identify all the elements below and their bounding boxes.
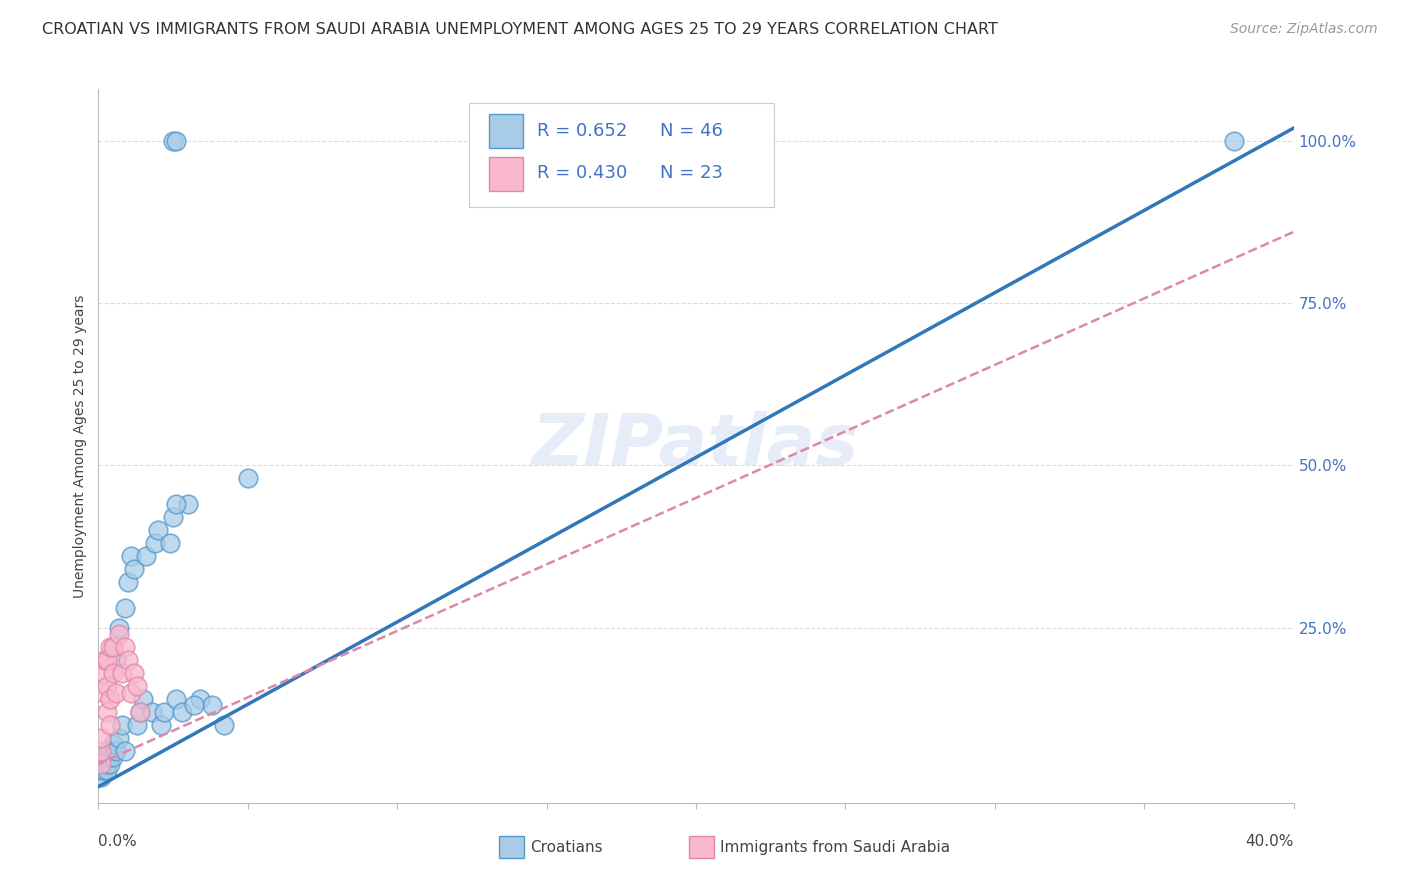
Point	[93, 764, 115, 778]
Point	[120, 685, 142, 699]
Point	[114, 744, 136, 758]
Point	[236, 471, 259, 485]
Point	[103, 750, 125, 764]
Point	[105, 744, 128, 758]
Point	[143, 536, 166, 550]
Point	[132, 692, 155, 706]
Text: N = 46: N = 46	[661, 121, 723, 139]
Point	[117, 575, 139, 590]
Point	[135, 549, 157, 564]
Point	[105, 685, 128, 699]
Point	[108, 621, 131, 635]
Point	[103, 738, 125, 752]
Text: Croatians: Croatians	[530, 840, 603, 855]
Text: N = 23: N = 23	[661, 164, 723, 182]
Point	[120, 549, 142, 564]
Point	[162, 134, 184, 148]
Point	[153, 705, 176, 719]
Point	[90, 770, 112, 784]
Point	[100, 718, 122, 732]
FancyBboxPatch shape	[470, 103, 773, 207]
Point	[111, 718, 134, 732]
Text: CROATIAN VS IMMIGRANTS FROM SAUDI ARABIA UNEMPLOYMENT AMONG AGES 25 TO 29 YEARS : CROATIAN VS IMMIGRANTS FROM SAUDI ARABIA…	[42, 22, 998, 37]
Text: 40.0%: 40.0%	[1246, 834, 1294, 849]
Point	[96, 750, 118, 764]
Bar	[489, 157, 523, 191]
Point	[201, 698, 224, 713]
Text: Immigrants from Saudi Arabia: Immigrants from Saudi Arabia	[720, 840, 950, 855]
Point	[172, 705, 194, 719]
Point	[1223, 134, 1246, 148]
Point	[212, 718, 235, 732]
Y-axis label: Unemployment Among Ages 25 to 29 years: Unemployment Among Ages 25 to 29 years	[73, 294, 87, 598]
Point	[93, 666, 115, 681]
Point	[90, 744, 112, 758]
Point	[90, 756, 112, 771]
Point	[105, 653, 128, 667]
Point	[165, 692, 187, 706]
Point	[127, 718, 149, 732]
Point	[100, 640, 122, 654]
Point	[103, 640, 125, 654]
Point	[96, 705, 118, 719]
Point	[100, 756, 122, 771]
Text: 0.0%: 0.0%	[98, 834, 138, 849]
Point	[141, 705, 163, 719]
Point	[148, 524, 170, 538]
Point	[150, 718, 173, 732]
Point	[100, 750, 122, 764]
Point	[90, 764, 112, 778]
Point	[90, 731, 112, 745]
Point	[90, 756, 112, 771]
Point	[177, 497, 200, 511]
Point	[93, 750, 115, 764]
Point	[114, 640, 136, 654]
Point	[117, 653, 139, 667]
Point	[162, 510, 184, 524]
Point	[93, 653, 115, 667]
Point	[165, 497, 187, 511]
Point	[103, 640, 125, 654]
Point	[127, 679, 149, 693]
Point	[124, 562, 146, 576]
Point	[114, 601, 136, 615]
Point	[96, 679, 118, 693]
Point	[96, 653, 118, 667]
Point	[129, 705, 152, 719]
Bar	[489, 114, 523, 148]
Text: R = 0.652: R = 0.652	[537, 121, 627, 139]
Point	[165, 134, 187, 148]
Point	[124, 666, 146, 681]
Point	[188, 692, 211, 706]
Point	[183, 698, 205, 713]
Point	[93, 756, 115, 771]
Point	[103, 666, 125, 681]
Text: ZIPatlas: ZIPatlas	[533, 411, 859, 481]
Text: Source: ZipAtlas.com: Source: ZipAtlas.com	[1230, 22, 1378, 37]
Point	[159, 536, 181, 550]
Point	[100, 692, 122, 706]
Point	[108, 731, 131, 745]
Point	[111, 666, 134, 681]
Point	[96, 756, 118, 771]
Point	[96, 764, 118, 778]
Point	[96, 744, 118, 758]
Point	[129, 705, 152, 719]
Point	[100, 744, 122, 758]
Point	[108, 627, 131, 641]
Point	[93, 685, 115, 699]
Text: R = 0.430: R = 0.430	[537, 164, 627, 182]
